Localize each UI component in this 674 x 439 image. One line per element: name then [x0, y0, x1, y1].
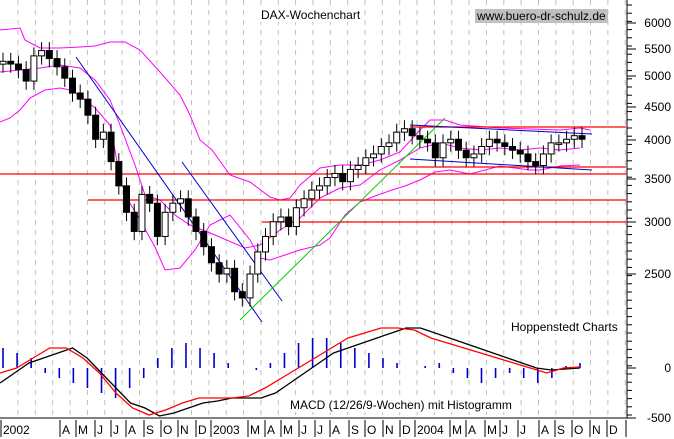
axes [0, 0, 636, 419]
x-tick-label: J [301, 423, 307, 437]
x-tick-label: M [250, 423, 260, 437]
macd-label: MACD (12/26/9-Wochen) mit Histogramm [288, 398, 514, 412]
x-tick-label: M [78, 423, 88, 437]
x-tick-label: M [487, 423, 497, 437]
y-axis-labels: 6000 5500 5000 4500 4000 3500 3000 2500 0 -500 [644, 16, 671, 425]
x-tick-label: J [520, 423, 526, 437]
x-tick-label: M [283, 423, 293, 437]
y-tick-label: 3500 [644, 172, 671, 186]
x-tick-label: N [385, 423, 394, 437]
x-tick-label: J [97, 423, 103, 437]
y-tick-label: 5500 [644, 42, 671, 56]
x-tick-label: S [351, 423, 359, 437]
x-tick-label: D [609, 423, 618, 437]
x-tick-label: N [180, 423, 189, 437]
x-tick-label: 2004 [417, 423, 444, 437]
x-tick-label: A [332, 423, 340, 437]
x-tick-label: A [128, 423, 136, 437]
x-tick-label: N [592, 423, 601, 437]
x-tick-label: A [541, 423, 549, 437]
y-tick-label: -500 [647, 411, 671, 425]
y-tick-label: 2500 [644, 267, 671, 281]
y-tick-label: 4000 [644, 133, 671, 147]
y-tick-label: 4500 [644, 100, 671, 114]
chart-title: DAX-Wochenchart [259, 8, 363, 22]
x-tick-label: J [317, 423, 323, 437]
source-url: www.buero-dr-schulz.de [475, 9, 608, 23]
x-axis-labels: 2002 A M J J A S O N D 2003 M A M J J A S O N D 2004 M A M J J A S O N… [0, 420, 627, 437]
y-tick-label: 5000 [644, 69, 671, 83]
y-tick-label: 3000 [644, 215, 671, 229]
x-tick-label: O [574, 423, 583, 437]
y-tick-label: 0 [664, 361, 671, 375]
x-tick-label: A [62, 423, 70, 437]
trendlines [75, 56, 593, 323]
x-tick-label: 2003 [213, 423, 240, 437]
x-tick-label: O [367, 423, 376, 437]
x-tick-label: J [502, 423, 508, 437]
x-tick-label: M [452, 423, 462, 437]
vertical-gridlines [17, 0, 626, 418]
macd-panel [0, 327, 581, 417]
x-tick-label: S [146, 423, 154, 437]
candlesticks [0, 42, 586, 307]
x-tick-label: A [468, 423, 476, 437]
x-tick-label: A [267, 423, 275, 437]
source-label: Hoppenstedt Charts [509, 320, 620, 334]
x-tick-label: D [198, 423, 207, 437]
x-tick-label: D [402, 423, 411, 437]
x-tick-label: O [163, 423, 172, 437]
bollinger-bands [0, 27, 591, 271]
x-tick-label: 2002 [3, 423, 30, 437]
x-tick-label: S [557, 423, 565, 437]
y-tick-label: 6000 [644, 16, 671, 30]
x-tick-label: J [113, 423, 119, 437]
